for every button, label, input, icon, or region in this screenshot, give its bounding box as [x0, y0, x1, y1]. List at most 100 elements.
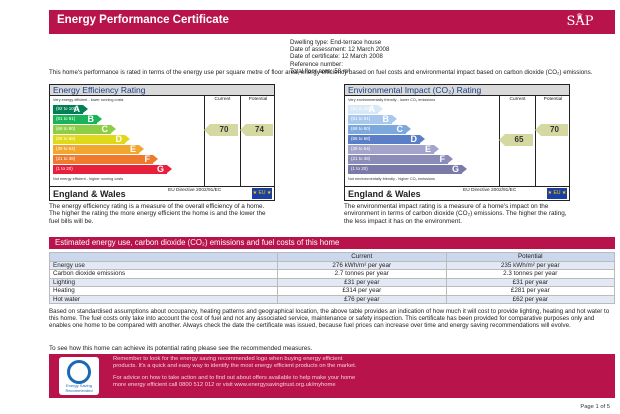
efficiency-band-tip [167, 165, 172, 173]
environment-band-e: (39 to 54) E [348, 144, 439, 154]
environmental-impact-panel: Environmental Impact (CO₂) Rating Curren… [344, 84, 570, 201]
environment-band-tip [434, 145, 439, 153]
table-row: Carbon dioxide emissions 2.7 tonnes per … [49, 269, 615, 279]
environment-band-letter: E [424, 144, 431, 154]
environment-panel-header: Environmental Impact (CO₂) Rating [345, 85, 569, 96]
efficiency-band-letter: E [129, 144, 136, 154]
assessment-date: Date of assessment: 12 March 2008 [290, 46, 390, 54]
dwelling-details: Dwelling type: End-terrace house Date of… [290, 39, 389, 75]
environment-description: The environmental impact rating is a mea… [344, 203, 567, 225]
efficiency-band-a: (92 to 100) A [53, 104, 88, 114]
environment-band-letter: D [410, 134, 418, 144]
environment-band-letter: B [382, 114, 390, 124]
table-header-row: Current Potential [49, 252, 615, 262]
current-value: £31 per year [277, 277, 447, 287]
reference-number: Reference number: [290, 60, 343, 68]
environment-band-range: (21 to 38) [351, 156, 371, 161]
efficiency-directive: EU Directive 2002/91/EC [168, 188, 222, 193]
efficiency-band-range: (81 to 91) [56, 116, 76, 121]
efficiency-band-tip [153, 155, 158, 163]
table-row: Energy use 276 kWh/m² per year 235 kWh/m… [49, 260, 615, 270]
row-label: Energy use [49, 260, 278, 270]
sap-logo: ♛ SAP [557, 12, 603, 32]
certificate-header: Energy Performance Certificate ♛ SAP [49, 10, 615, 34]
environment-current-rating: 65 [499, 133, 533, 146]
environment-band-range: (1 to 20) [351, 166, 368, 171]
environment-band-tip [406, 125, 411, 133]
row-label: Carbon dioxide emissions [49, 269, 278, 279]
efficiency-band-g: (1 to 20) G [53, 164, 172, 174]
banner-line: products. It's a quick and easy way to i… [113, 363, 357, 369]
environment-band-range: (81 to 91) [351, 116, 371, 121]
table-row: Hot water £76 per year £62 per year [49, 294, 615, 304]
costs-table: Current Potential Energy use 276 kWh/m² … [49, 252, 615, 304]
certificate-title: Energy Performance Certificate [57, 14, 229, 26]
potential-value: £31 per year [445, 277, 615, 287]
environment-band-a: (92 to 100) A [348, 104, 383, 114]
environment-title: Environmental Impact (CO₂) Rating [348, 85, 482, 95]
environment-current-header: Current [499, 96, 535, 103]
eu-flag-icon: ★ EU ★ [547, 188, 567, 199]
environment-bottom-note: Not environmentally friendly - higher CO… [348, 177, 435, 181]
environment-band-letter: G [451, 164, 459, 174]
efficiency-band-letter: D [115, 134, 123, 144]
efficiency-panel-header: Energy Efficiency Rating [50, 85, 274, 96]
efficiency-title: Energy Efficiency Rating [53, 85, 146, 95]
costs-basis-note: Based on standardised assumptions about … [49, 308, 610, 330]
rating-arrow-icon [535, 123, 541, 136]
current-value: £314 per year [277, 286, 447, 296]
efficiency-current-rating: 70 [204, 123, 238, 136]
efficiency-band-tip [139, 145, 144, 153]
efficiency-band-letter: G [156, 164, 164, 174]
logo-text: Energy Saving Recommended [65, 383, 93, 393]
efficiency-band-tip [111, 125, 116, 133]
efficiency-potential-rating: 74 [240, 123, 273, 136]
sap-logo-text: SAP [566, 14, 594, 29]
environment-band-b: (81 to 91) B [348, 114, 397, 124]
efficiency-current-header: Current [204, 96, 240, 103]
efficiency-band-letter: B [87, 114, 95, 124]
banner-line: Remember to look for the energy saving r… [113, 356, 343, 362]
costs-title: Estimated energy use, carbon dioxide (CO… [55, 238, 340, 247]
environment-footer: England & Wales EU Directive 2002/91/EC … [345, 186, 569, 200]
energy-efficiency-panel: Energy Efficiency Rating Current Potenti… [49, 84, 275, 201]
efficiency-potential-header: Potential [240, 96, 275, 103]
current-value: 2.7 tonnes per year [277, 269, 447, 279]
environment-band-tip [378, 105, 383, 113]
environment-divider [535, 96, 536, 187]
environment-top-note: Very environmentally friendly - lower CO… [348, 98, 436, 102]
efficiency-band-b: (81 to 91) B [53, 114, 102, 124]
eu-flag-icon: ★ EU ★ [252, 188, 272, 199]
efficiency-band-letter: A [73, 104, 81, 114]
environment-band-c: (69 to 80) C [348, 124, 411, 134]
efficiency-band-e: (39 to 54) E [53, 144, 144, 154]
crown-icon: ♛ [576, 12, 584, 21]
current-value: £76 per year [277, 294, 447, 304]
table-header-cell: Current [277, 252, 447, 262]
environment-potential-rating: 70 [535, 123, 568, 136]
efficiency-band-range: (21 to 38) [56, 156, 76, 161]
environment-band-letter: C [396, 124, 404, 134]
recommended-measures-note: To see how this home can achieve its pot… [49, 345, 313, 352]
efficiency-band-tip [97, 115, 102, 123]
efficiency-bottom-note: Not energy efficient - higher running co… [53, 177, 124, 181]
table-header-cell: Potential [445, 252, 615, 262]
environment-potential-header: Potential [535, 96, 570, 103]
efficiency-description: The energy efficiency rating is a measur… [49, 203, 266, 225]
efficiency-band-d: (55 to 68) D [53, 134, 130, 144]
efficiency-band-range: (55 to 68) [56, 136, 76, 141]
banner-line: more energy efficient call 0800 512 012 … [113, 382, 336, 388]
environment-region: England & Wales [348, 189, 421, 199]
banner-line: For advice on how to take action and to … [113, 375, 356, 381]
dwelling-type: Dwelling type: End-terrace house [290, 39, 382, 46]
rating-arrow-icon [204, 123, 210, 136]
rating-arrow-icon [240, 123, 246, 136]
efficiency-band-range: (39 to 54) [56, 146, 76, 151]
efficiency-band-range: (1 to 20) [56, 166, 73, 171]
environment-band-range: (92 to 100) [351, 106, 373, 111]
environment-band-g: (1 to 20) G [348, 164, 467, 174]
efficiency-band-tip [83, 105, 88, 113]
logo-ring-icon [67, 360, 91, 384]
current-value: 276 kWh/m² per year [277, 260, 447, 270]
environment-band-range: (39 to 54) [351, 146, 371, 151]
